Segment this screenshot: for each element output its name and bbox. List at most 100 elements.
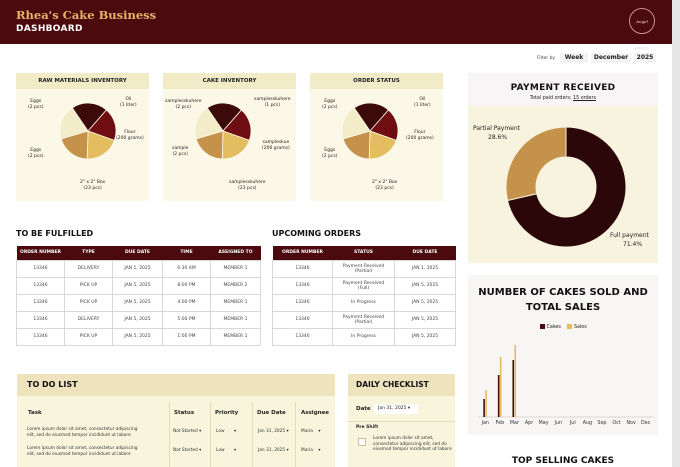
table-cell: MEMBER 1 [210, 293, 261, 312]
todo-assignee-select[interactable]: Maria ▾ [301, 448, 321, 453]
filter-year[interactable]: 2025 [634, 53, 656, 63]
todo-status-select[interactable]: Not Started ▾ [173, 429, 202, 434]
todo-task-text[interactable]: Lorem ipsum dolor sit amet, consectetur … [27, 427, 138, 438]
todo-divider [210, 402, 211, 467]
table-cell: In Progress [332, 327, 395, 346]
pie-label: samplesskuhere (2 pcs) [165, 99, 202, 110]
legend-label-cakes: Cakes [546, 325, 561, 330]
bar-cakes[interactable] [483, 399, 485, 417]
table-row[interactable]: 13346 Payment Received (Partial) JAN 1, 20… [272, 259, 456, 278]
order-status-title: ORDER STATUS [310, 73, 443, 89]
table-cell: DELIVERY [64, 259, 113, 278]
pie-label: sampleskue (200 grams) [262, 140, 290, 151]
bar-sales[interactable] [514, 345, 517, 417]
checklist-date-picker[interactable]: Jan 31, 2025 ▾ [374, 404, 418, 414]
table-cell: 13346 [16, 327, 65, 346]
table-row[interactable]: 13346 In Progress JAN 5, 2025 [272, 293, 456, 312]
todo-col-priority: Priority [215, 410, 239, 416]
todo-priority-select[interactable]: Low ▾ [216, 448, 237, 453]
table-cell: JAN 5, 2025 [394, 276, 456, 295]
todo-assignee-select[interactable]: Maria ▾ [301, 429, 321, 434]
table-row[interactable]: 13346 DELIVERY JAN 5, 2025 5:00 PM MEMBER 1 [16, 310, 261, 329]
table-cell: In Progress [332, 293, 395, 312]
todo-priority-value: Low [216, 429, 225, 434]
payment-card-header: PAYMENT RECEIVED Total paid orders: 15 o… [468, 73, 658, 106]
table-row[interactable]: 13346 In Progress JAN 5, 2025 [272, 327, 456, 346]
top-selling-title: TOP SELLING CAKES [511, 456, 615, 466]
table-header-cell[interactable]: DUE DATE [394, 246, 456, 260]
bar-cakes[interactable] [512, 360, 515, 417]
legend-label-sales: Sales [573, 325, 587, 330]
x-tick-label: Jun [553, 420, 562, 426]
filter-month[interactable]: December [591, 53, 631, 63]
payment-card: PAYMENT RECEIVED Total paid orders: 15 o… [468, 73, 658, 263]
todo-divider [295, 402, 296, 467]
pie-label: Eggs (2 pcs) [28, 99, 44, 110]
table-row[interactable]: 13346 Payment Received (Full) JAN 5, 2025 [272, 276, 456, 295]
table-cell: 1:00 PM [162, 327, 211, 346]
pie-label: sample (2 pcs) [172, 146, 189, 157]
bar-sales[interactable] [485, 390, 487, 417]
filter-period[interactable]: Week [560, 53, 588, 63]
table-header-cell[interactable]: ORDER NUMBER [272, 246, 333, 260]
todo-due-date-field[interactable]: Jan 31, 2025 ▾ [258, 429, 289, 434]
table-cell: 5:00 PM [162, 310, 211, 329]
table-header-cell[interactable]: TYPE [64, 246, 113, 260]
table-header-cell[interactable]: STATUS [332, 246, 395, 260]
table-cell: Payment Received (Partial) [332, 259, 395, 278]
table-cell: 8:00 PM [162, 276, 211, 295]
table-row[interactable]: 13346 Payment Received (Partial) JAN 5, 20… [272, 310, 456, 329]
x-tick-label: Aug [583, 420, 592, 426]
cake-inventory-card: CAKE INVENTORY samplesskuhere (2 pcs) sa… [163, 73, 296, 201]
raw-materials-title: RAW MATERIALS INVENTORY [16, 73, 149, 89]
todo-priority-select[interactable]: Low ▾ [216, 429, 237, 434]
todo-col-due-date: Due Date [257, 410, 286, 416]
todo-col-status: Status [174, 410, 195, 416]
to-be-fulfilled-table: ORDER NUMBER TYPE DUE DATE TIME ASSIGNED TO … [16, 246, 261, 346]
x-tick-label: Feb [496, 420, 505, 426]
table-row[interactable]: 13346 PICK UP JAN 5, 2025 8:00 PM MEMBER 2 [16, 276, 261, 295]
table-cell: JAN 5, 2025 [394, 310, 456, 329]
table-row[interactable]: 13346 DELIVERY JAN 1, 2025 6:30 AM MEMBER 1 [16, 259, 261, 278]
scrollbar-track[interactable] [672, 0, 680, 467]
checklist-divider [348, 421, 455, 422]
bar-cakes[interactable] [497, 375, 500, 417]
table-header-cell[interactable]: TIME [162, 246, 211, 260]
table-cell: DELIVERY [64, 310, 113, 329]
todo-status-select[interactable]: Not Started ▾ [173, 448, 202, 453]
todo-due-date-field[interactable]: Jan 31, 2025 ▾ [258, 448, 289, 453]
todo-task-text[interactable]: Lorem ipsum dolor sit amet, consectetur … [27, 446, 138, 457]
x-tick-label: Jul [569, 420, 576, 426]
payment-subtitle-value[interactable]: 15 orders [573, 96, 596, 101]
payment-subtitle-prefix: Total paid orders: [530, 96, 572, 101]
pie-slice [341, 107, 371, 140]
order-status-pie [341, 102, 399, 160]
table-header-cell[interactable]: DUE DATE [112, 246, 163, 260]
todo-col-assignee: Assignee [301, 410, 330, 416]
sales-bar-chart: Jan Feb Mar Apr May Jun Jul Aug Sep Oct Nov Dec [478, 345, 653, 426]
payment-subtitle: Total paid orders: 15 orders [468, 96, 658, 101]
table-row[interactable]: 13346 PICK UP JAN 5, 2025 1:00 PM MEMBER 1 [16, 327, 261, 346]
x-tick-label: Jan [481, 420, 489, 426]
table-cell: PICK UP [64, 293, 113, 312]
table-header-cell[interactable]: ASSIGNED TO [210, 246, 261, 260]
daily-checklist-card: DAILY CHECKLIST Date Jan 31, 2025 ▾ Pre … [348, 374, 455, 467]
legend-swatch-sales [567, 324, 573, 329]
donut-slice-full [506, 126, 627, 248]
sales-legend: Cakes Sales [540, 324, 587, 330]
x-tick-label: Dec [641, 420, 651, 426]
logo-text: Angel Bakery [634, 19, 650, 50]
pie-label: Eggs (2 pcs) [28, 148, 44, 159]
bar-sales[interactable] [499, 357, 502, 417]
todo-list-card: TO DO LIST Task Status Priority Due Date… [17, 374, 335, 467]
table-cell: JAN 5, 2025 [112, 276, 163, 295]
full-payment-pct: 71.4% [623, 241, 643, 248]
pie-label: Oil (1 liter) [414, 97, 431, 108]
table-row[interactable]: 13346 PICK UP JAN 5, 2025 4:00 PM MEMBER 1 [16, 293, 261, 312]
x-tick-label: Sep [597, 420, 606, 426]
checklist-checkbox[interactable] [358, 438, 366, 446]
table-cell: JAN 5, 2025 [394, 327, 456, 346]
pie-label: samplesskuhere (23 pcs) [229, 180, 266, 191]
table-header-cell[interactable]: ORDER NUMBER [16, 246, 65, 260]
